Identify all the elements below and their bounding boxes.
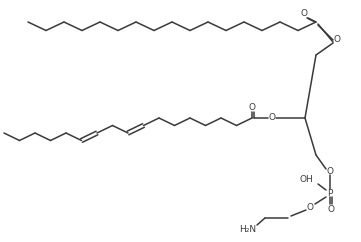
Text: O: O	[327, 204, 335, 213]
Text: O: O	[300, 9, 308, 18]
Text: H₂N: H₂N	[239, 226, 257, 234]
Text: O: O	[269, 113, 275, 122]
Text: O: O	[334, 36, 340, 45]
Text: O: O	[248, 104, 256, 113]
Text: OH: OH	[299, 174, 313, 183]
Text: O: O	[326, 167, 334, 176]
Text: O: O	[306, 203, 313, 212]
Text: P: P	[327, 189, 333, 197]
